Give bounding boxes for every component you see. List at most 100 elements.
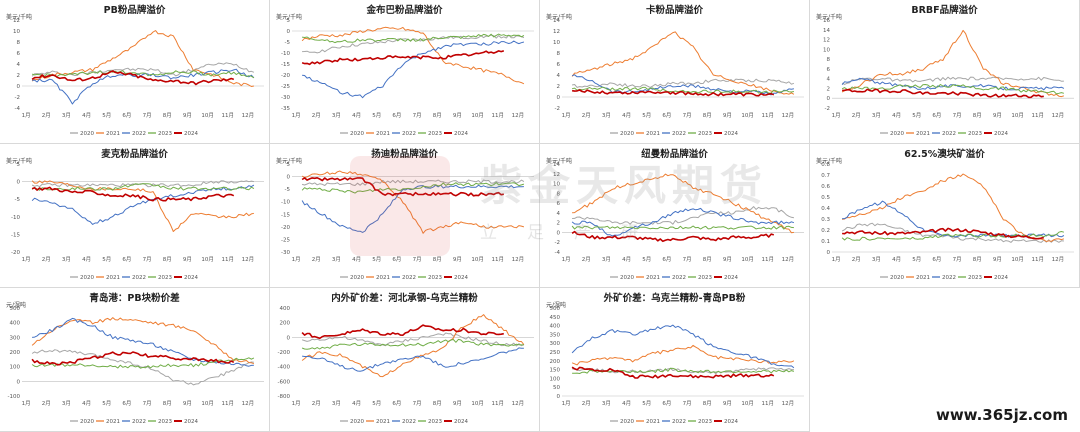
y-tick-label: -20 [281,225,290,231]
x-tick-label: 10月 [201,112,214,119]
chart-title: 青岛港：PB块粉价差 [89,293,180,304]
x-tick-label: 1月 [292,112,301,119]
x-tick-label: 6月 [392,400,401,407]
x-tick-label: 2月 [42,400,51,407]
y-axis-unit: 元/湿吨 [6,302,27,309]
x-tick-label: 1月 [292,256,301,263]
legend-label-2024: 2024 [454,275,468,281]
y-tick-label: -25 [281,84,290,90]
x-tick-label: 4月 [82,256,91,263]
legend-label-2021: 2021 [106,419,120,425]
legend-label-2022: 2022 [672,275,686,281]
x-tick-label: 2月 [582,256,591,263]
series-line-2024 [31,351,235,366]
y-tick-label: -100 [8,394,21,400]
y-tick-label: -15 [281,212,290,218]
x-tick-label: 5月 [372,400,381,407]
series-line-2023 [31,70,255,79]
x-tick-label: 3月 [602,400,611,407]
x-tick-label: 10月 [201,400,214,407]
chart-panel: 扬迪粉品牌溢价 美元/千吨 -30 -25 -20 -15 -10 -5 0 5 1月 2月 3月 4月 5… [270,144,540,288]
legend-label-2023: 2023 [698,275,712,281]
legend-label-2022: 2022 [672,419,686,425]
x-tick-label: 11月 [762,112,775,119]
legend-label-2023: 2023 [698,131,712,137]
series-line-2021 [31,180,255,232]
y-tick-label: 4 [17,62,21,68]
chart-panel: 青岛港：PB块粉价差 元/湿吨 -100 0 100 200 300 400 500 1月 2月 3月… [0,288,270,432]
y-tick-label: 0.4 [821,206,830,212]
legend-label-2020: 2020 [620,131,634,137]
y-tick-label: 300 [10,335,21,341]
y-tick-label: 10 [553,40,560,46]
x-tick-label: 12月 [782,400,795,407]
y-tick-label: -30 [281,250,290,256]
series-line-2022 [571,207,795,237]
x-tick-label: 2月 [852,112,861,119]
y-tick-label: -2 [15,95,20,101]
x-tick-label: 12月 [512,400,524,407]
y-tick-label: 8 [827,57,831,63]
x-tick-label: 6月 [932,256,941,263]
chart-panel: 62.5%澳块矿溢价 美元/千吨 0 0.1 0.2 0.3 0.4 0.5 0.6 0.7 0.8… [810,144,1080,288]
y-tick-label: 400 [280,306,291,312]
chart-panel: 金布巴粉品牌溢价 美元/千吨 -35 -30 -25 -20 -15 -10 -5 0 5 1月 2月 3… [270,0,540,144]
series-line-2022 [32,68,255,105]
x-tick-label: 8月 [163,256,172,263]
legend-label-2022: 2022 [942,131,956,137]
y-tick-label: -200 [278,350,291,356]
legend-label-2022: 2022 [402,419,416,425]
y-tick-label: -30 [281,95,290,101]
y-tick-label: 2 [827,86,831,92]
y-tick-label: -15 [11,232,20,238]
x-tick-label: 2月 [312,400,321,407]
x-tick-label: 6月 [122,400,131,407]
y-tick-label: -5 [285,40,291,46]
chart-svg: -2 0 2 4 6 8 10 12 14 16 1月 2月 3月 4月 5月 6月 7月 8月 9月 10月 11月 1… [823,18,1074,137]
y-tick-label: 0.2 [821,228,830,234]
y-tick-label: -20 [281,73,290,79]
x-tick-label: 7月 [413,256,422,263]
y-tick-label: 0.8 [821,162,830,168]
chart-panel: 纽曼粉品牌溢价 美元/千吨 -4 -2 0 2 4 6 8 10 12 14 1月 2月 3月 4月 5月 6月 7… [540,144,810,288]
y-tick-label: 0.3 [821,217,830,223]
x-tick-label: 3月 [332,400,341,407]
y-tick-label: 0.7 [821,173,830,179]
x-tick-label: 11月 [222,256,235,263]
x-tick-label: 7月 [143,256,152,263]
x-tick-label: 2月 [582,400,591,407]
chart-title: 外矿价差：乌克兰精粉-青岛PB粉 [603,293,746,304]
y-tick-label: 100 [550,376,561,382]
chart-svg: -35 -30 -25 -20 -15 -10 -5 0 5 1月 2月 3月 4月 5月 6月 7月 8月 9月… [281,18,534,137]
y-tick-label: 0 [557,230,561,236]
x-tick-label: 8月 [703,112,712,119]
x-tick-label: 10月 [471,256,484,263]
series-line-2024 [571,366,775,379]
x-tick-label: 6月 [392,112,401,119]
legend-label-2022: 2022 [402,131,416,137]
x-tick-label: 2月 [312,112,321,119]
series-line-2024 [301,324,504,340]
x-tick-label: 3月 [62,112,71,119]
x-tick-label: 12月 [782,256,795,263]
series-line-2023 [572,367,795,374]
y-tick-label: 6 [557,201,561,207]
x-tick-label: 9月 [723,112,732,119]
y-tick-label: 2 [557,84,561,90]
y-axis-unit: 美元/千吨 [546,14,573,21]
x-tick-label: 11月 [492,400,505,407]
legend-label-2023: 2023 [428,131,442,137]
y-tick-label: 5 [17,162,21,168]
x-tick-label: 11月 [492,256,505,263]
x-tick-label: 2月 [42,256,51,263]
series-line-2024 [571,230,775,243]
x-tick-label: 12月 [242,112,255,119]
legend-label-2024: 2024 [184,419,198,425]
y-tick-label: 16 [823,18,830,24]
y-tick-label: 8 [17,40,21,46]
x-tick-label: 3月 [602,112,611,119]
x-tick-label: 9月 [183,400,192,407]
chart-title: 麦克粉品牌溢价 [101,149,168,160]
x-tick-label: 6月 [662,256,671,263]
y-axis-unit: 美元/千吨 [6,158,33,165]
